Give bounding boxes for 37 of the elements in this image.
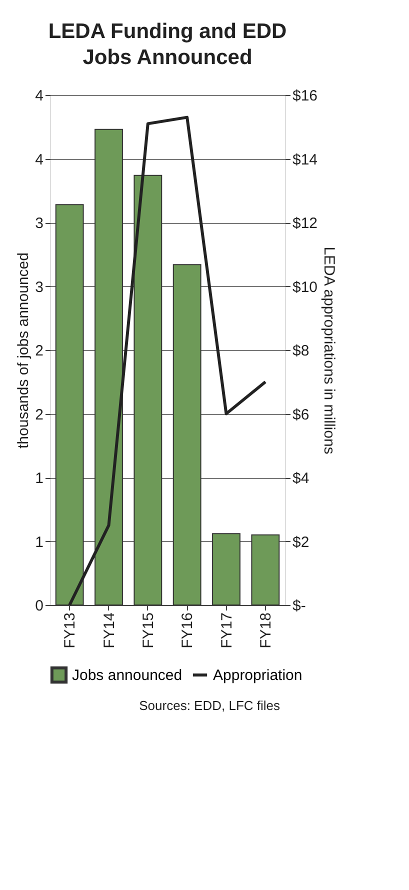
y-tick-label: 2 [35, 342, 44, 360]
y-tick-label: 2 [35, 406, 44, 424]
x-tick-label: FY14 [100, 612, 118, 648]
y-tick-label: 4 [35, 151, 44, 168]
y2-tick-label: $- [292, 598, 306, 614]
y2-axis-title: LEDA appropriations in millions [320, 246, 338, 454]
x-tick-label: FY16 [179, 612, 196, 648]
y2-tick-label: $6 [292, 406, 310, 424]
x-tick-label: FY17 [218, 612, 236, 648]
x-tick-label: FY15 [140, 612, 157, 648]
chart-title: LEDA Funding and EDD Jobs Announced [48, 20, 287, 69]
source-note: Sources: EDD, LFC files [139, 698, 280, 713]
y2-tick-label: $12 [292, 215, 318, 232]
x-tick-label: FY18 [257, 612, 274, 648]
y2-tick-label: $8 [292, 342, 310, 360]
y2-tick-label: $14 [292, 151, 318, 168]
bar [134, 174, 162, 606]
y-tick-label: 4 [35, 88, 44, 104]
y-axis-title: thousands of jobs announced [15, 252, 32, 448]
bar [212, 533, 240, 606]
y2-tick-label: $16 [292, 88, 318, 104]
y2-tick-label: $4 [292, 470, 310, 487]
line-series [68, 116, 267, 606]
y2-tick-label: $10 [292, 278, 318, 296]
y-tick-label: 3 [35, 215, 44, 232]
legend-label: Jobs announced [72, 667, 182, 684]
bar [55, 204, 84, 606]
legend-label: Appropriation [213, 667, 302, 684]
bar [172, 264, 202, 606]
bar [94, 128, 123, 606]
y2-tick-label: $2 [292, 534, 310, 551]
y-tick-label: 3 [35, 278, 44, 296]
x-tick-label: FY13 [62, 612, 79, 648]
y-tick-label: 1 [35, 534, 44, 551]
y-tick-label: 0 [35, 598, 44, 614]
y-tick-label: 1 [35, 470, 44, 487]
bar [251, 534, 280, 606]
